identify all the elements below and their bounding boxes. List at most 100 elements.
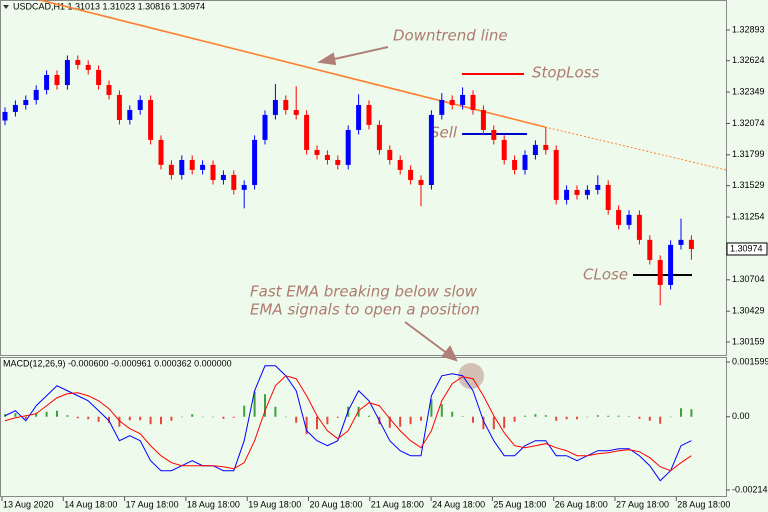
histogram-bar (295, 416, 298, 423)
candle-body (179, 159, 185, 175)
histogram-bar (149, 416, 152, 425)
y-tick-label: 0.001599 (732, 356, 768, 366)
candle-body (553, 149, 559, 200)
candle-body (418, 179, 424, 185)
candle-body (678, 239, 684, 245)
x-tick-label: 24 Aug 18:00 (432, 499, 485, 509)
histogram-bar (139, 416, 142, 421)
y-tick-label: -0.002141 (732, 484, 768, 494)
price-header: USDCAD,H1 1.31013 1.31023 1.30816 1.3097… (13, 1, 205, 11)
histogram-bar (45, 411, 48, 417)
y-tick-label: 1.30704 (732, 274, 765, 284)
histogram-bar (628, 416, 630, 417)
candle-body (616, 209, 622, 225)
candle-body (356, 104, 362, 130)
candle-body (605, 184, 611, 210)
annotation: CLose (583, 266, 628, 284)
histogram-bar (284, 416, 287, 418)
histogram-bar (638, 416, 641, 419)
histogram-bar (14, 413, 17, 417)
histogram-bar (35, 412, 38, 417)
histogram-bar (24, 416, 27, 420)
histogram-bar (56, 410, 58, 417)
histogram-bar (607, 415, 610, 417)
x-tick-label: 14 Aug 18:00 (64, 499, 117, 509)
histogram-bar (201, 416, 204, 418)
histogram-bar (534, 414, 537, 417)
histogram-bar (388, 416, 391, 428)
histogram-bar (524, 415, 526, 417)
histogram-bar (243, 405, 246, 417)
histogram-bar (617, 415, 620, 417)
candle-body (96, 69, 102, 86)
candle-body (137, 99, 143, 111)
annotation: EMA signals to open a position (250, 301, 480, 319)
candle-body (314, 149, 320, 155)
candle-body (116, 94, 122, 120)
histogram-bar (440, 404, 443, 417)
candle-body (595, 184, 601, 190)
candle-body (688, 239, 694, 249)
annotation: Downtrend line (393, 27, 508, 45)
y-tick-label: 1.30159 (732, 336, 765, 346)
x-tick-label: 27 Aug 18:00 (616, 499, 669, 509)
candle-body (449, 99, 455, 105)
y-tick-label: 1.31254 (732, 211, 765, 221)
candle-body (584, 189, 590, 195)
candle-body (252, 139, 258, 185)
arrows (317, 46, 458, 362)
x-tick-label: 18 Aug 18:00 (187, 499, 240, 509)
candle-body (657, 259, 663, 285)
histogram-bar (305, 416, 308, 435)
histogram-bar (409, 416, 412, 425)
histogram-bar (108, 416, 110, 423)
candle-body (158, 139, 164, 165)
histogram-bar (316, 416, 318, 430)
annotation: Fast EMA breaking below slow (250, 283, 478, 301)
macd-line (4, 375, 692, 472)
candle-body (241, 184, 247, 190)
highlight-circle (458, 363, 484, 389)
annotation: StopLoss (532, 64, 599, 82)
candle-body (397, 159, 403, 170)
histogram-bar (180, 416, 183, 418)
histogram-bar (222, 416, 225, 419)
x-tick-label: 20 Aug 18:00 (310, 499, 363, 509)
candle-body (189, 159, 195, 170)
histogram-bar (659, 416, 662, 424)
candle-body (335, 159, 341, 165)
candle-body (64, 60, 70, 86)
histogram-bar (430, 399, 433, 417)
histogram-bar (690, 409, 693, 417)
candle-body (439, 99, 445, 115)
histogram-bar (76, 416, 79, 419)
candle-body (480, 110, 486, 130)
arrow (329, 46, 389, 61)
histogram-bar (368, 415, 370, 417)
candle-body (460, 94, 466, 105)
y-tick-label: 1.32893 (732, 24, 765, 34)
candle-body (324, 154, 330, 160)
histogram-bar (461, 416, 464, 417)
histogram-bar (451, 411, 454, 417)
arrow (404, 321, 449, 355)
candle-body (293, 110, 299, 115)
histogram-bar (492, 416, 495, 430)
histogram-bar (576, 416, 578, 420)
candle-body (168, 164, 174, 175)
histogram-bar (420, 416, 422, 421)
histogram-bar (232, 416, 235, 418)
candle-body (668, 244, 674, 285)
histogram-bar (66, 415, 69, 417)
histogram-bar (482, 416, 485, 430)
candle-body (148, 99, 154, 140)
histogram-bar (253, 391, 256, 417)
x-tick-label: 19 Aug 18:00 (248, 499, 301, 509)
candle-body (574, 189, 580, 195)
arrow-head (441, 345, 458, 362)
histogram-bar (97, 416, 100, 422)
histogram-bar (503, 416, 506, 429)
y-tick-label: 1.32074 (732, 118, 765, 128)
histogram-bar (586, 416, 589, 418)
